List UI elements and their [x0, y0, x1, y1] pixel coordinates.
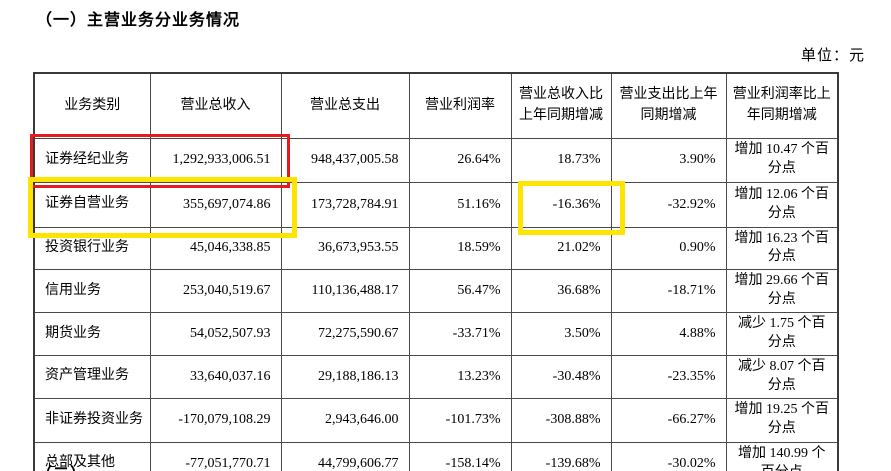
business-segment-table: 业务类别 营业总收入 营业总支出 营业利润率 营业总收入比上年同期增减 营业支出…	[33, 72, 839, 471]
cell-expense-yoy: -18.71%	[610, 269, 727, 314]
cell-profit-margin: 13.23%	[408, 354, 512, 399]
cell-revenue: 33,640,037.16	[149, 354, 282, 399]
cropped-next-section-text: （二）	[36, 460, 87, 471]
cell-expense-yoy: -23.35%	[610, 354, 727, 399]
cell-profit-margin: 26.64%	[408, 137, 512, 183]
cell-margin-yoy: 减少 8.07 个百分点	[725, 354, 839, 399]
table-row: 证券经纪业务 1,292,933,006.51 948,437,005.58 2…	[33, 137, 839, 183]
cell-revenue-yoy: -30.48%	[510, 354, 612, 399]
cell-revenue-yoy: 21.02%	[510, 226, 612, 271]
cell-revenue-yoy: 18.73%	[510, 137, 612, 183]
cell-profit-margin: 56.47%	[408, 269, 512, 314]
cell-profit-margin: -101.73%	[408, 397, 512, 443]
cell-expense-yoy: -66.27%	[610, 397, 727, 443]
cell-category: 证券经纪业务	[33, 137, 151, 183]
cell-category: 信用业务	[33, 269, 151, 314]
cell-expense: 110,136,488.17	[280, 269, 410, 314]
col-header-category: 业务类别	[33, 72, 151, 139]
cell-profit-margin: -33.71%	[408, 312, 512, 356]
cell-revenue: 45,046,338.85	[149, 226, 282, 271]
cell-revenue-yoy: -139.68%	[510, 441, 612, 471]
col-header-profit-margin: 营业利润率	[408, 72, 512, 139]
cell-revenue-yoy: 36.68%	[510, 269, 612, 314]
cell-margin-yoy: 增加 19.25 个百分点	[725, 397, 839, 443]
cell-category: 非证券投资业务	[33, 397, 151, 443]
cell-expense-yoy: 0.90%	[610, 226, 727, 271]
table-row: 期货业务 54,052,507.93 72,275,590.67 -33.71%…	[33, 312, 839, 356]
cell-expense: 2,943,646.00	[280, 397, 410, 443]
col-header-revenue-yoy: 营业总收入比上年同期增减	[510, 72, 612, 139]
cell-expense: 948,437,005.58	[280, 137, 410, 183]
table-header-row: 业务类别 营业总收入 营业总支出 营业利润率 营业总收入比上年同期增减 营业支出…	[33, 72, 839, 139]
cell-profit-margin: 51.16%	[408, 181, 512, 228]
table-row: 总部及其他 -77,051,770.71 44,799,606.77 -158.…	[33, 441, 839, 471]
cell-expense-yoy: -32.92%	[610, 181, 727, 228]
table-row: 信用业务 253,040,519.67 110,136,488.17 56.47…	[33, 269, 839, 314]
cell-margin-yoy: 增加 29.66 个百分点	[725, 269, 839, 314]
cell-expense: 29,188,186.13	[280, 354, 410, 399]
cell-category: 总部及其他	[33, 441, 151, 471]
col-header-margin-yoy: 营业利润率比上年同期增减	[725, 72, 839, 139]
cell-margin-yoy: 增加 12.06 个百分点	[725, 181, 839, 228]
cell-revenue-yoy: -16.36%	[510, 181, 612, 228]
section-title: （一）主营业务分业务情况	[36, 12, 241, 29]
cell-category: 期货业务	[33, 312, 151, 356]
cell-revenue: -77,051,770.71	[149, 441, 282, 471]
cell-revenue: 355,697,074.86	[149, 181, 282, 228]
cell-expense-yoy: 3.90%	[610, 137, 727, 183]
cell-margin-yoy: 增加 16.23 个百分点	[725, 226, 839, 271]
cell-revenue: -170,079,108.29	[149, 397, 282, 443]
unit-label: 单位：元	[800, 48, 865, 64]
col-header-expense: 营业总支出	[280, 72, 410, 139]
table-row: 投资银行业务 45,046,338.85 36,673,953.55 18.59…	[33, 226, 839, 271]
cell-revenue-yoy: 3.50%	[510, 312, 612, 356]
cell-expense: 44,799,606.77	[280, 441, 410, 471]
cell-revenue: 1,292,933,006.51	[149, 137, 282, 183]
cell-profit-margin: -158.14%	[408, 441, 512, 471]
col-header-revenue: 营业总收入	[149, 72, 282, 139]
table-row: 资产管理业务 33,640,037.16 29,188,186.13 13.23…	[33, 354, 839, 399]
cell-revenue-yoy: -308.88%	[510, 397, 612, 443]
cell-revenue: 54,052,507.93	[149, 312, 282, 356]
table-row: 证券自营业务 355,697,074.86 173,728,784.91 51.…	[33, 181, 839, 228]
cell-expense: 173,728,784.91	[280, 181, 410, 228]
cell-expense-yoy: 4.88%	[610, 312, 727, 356]
cell-margin-yoy: 减少 1.75 个百分点	[725, 312, 839, 356]
cell-category: 资产管理业务	[33, 354, 151, 399]
col-header-expense-yoy: 营业支出比上年同期增减	[610, 72, 727, 139]
cell-expense: 72,275,590.67	[280, 312, 410, 356]
cell-margin-yoy: 增加 10.47 个百分点	[725, 137, 839, 183]
table-row: 非证券投资业务 -170,079,108.29 2,943,646.00 -10…	[33, 397, 839, 443]
cell-expense-yoy: -30.02%	[610, 441, 727, 471]
cell-category: 投资银行业务	[33, 226, 151, 271]
cell-revenue: 253,040,519.67	[149, 269, 282, 314]
cell-profit-margin: 18.59%	[408, 226, 512, 271]
cell-category: 证券自营业务	[33, 181, 151, 228]
cell-margin-yoy: 增加 140.99 个百分点	[725, 441, 839, 471]
cell-expense: 36,673,953.55	[280, 226, 410, 271]
